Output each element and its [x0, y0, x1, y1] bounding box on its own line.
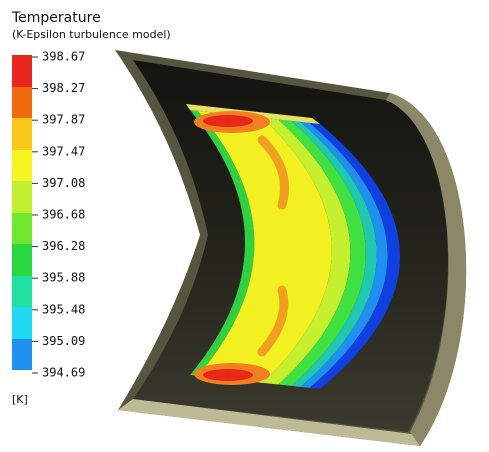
color-swatch	[12, 150, 32, 181]
legend-level: 398.67	[42, 50, 85, 64]
legend-level: 397.08	[42, 176, 85, 190]
hot-spot	[203, 369, 253, 381]
page: Temperature (K-Epsilon turbulence model)…	[0, 0, 489, 452]
color-swatch	[12, 339, 32, 370]
color-swatch	[12, 276, 32, 307]
color-swatch	[12, 55, 32, 87]
legend-level: 397.87	[42, 113, 85, 127]
color-swatch	[12, 87, 32, 118]
legend-title: Temperature	[11, 10, 101, 26]
legend-level: 398.27	[42, 81, 85, 95]
legend-levels: 398.67 398.27 397.87 397.47 397.08 396.68 396.…	[32, 50, 85, 380]
colorbar	[12, 55, 32, 370]
legend-level: 394.69	[42, 366, 85, 380]
legend-level: 396.28	[42, 239, 85, 253]
legend-level: 395.09	[42, 334, 85, 348]
legend-subtitle: (K-Epsilon turbulence model)	[12, 28, 171, 41]
legend-level: 395.88	[42, 271, 85, 285]
figure: Temperature (K-Epsilon turbulence model)…	[0, 0, 489, 452]
legend-level: 397.47	[42, 144, 85, 158]
legend-level: 395.48	[42, 302, 85, 316]
hot-spot	[203, 115, 253, 127]
color-swatch	[12, 307, 32, 339]
legend-level: 396.68	[42, 208, 85, 222]
color-swatch	[12, 181, 32, 213]
color-swatch	[12, 213, 32, 244]
color-swatch	[12, 118, 32, 150]
legend-unit: [K]	[12, 393, 28, 406]
color-swatch	[12, 244, 32, 276]
